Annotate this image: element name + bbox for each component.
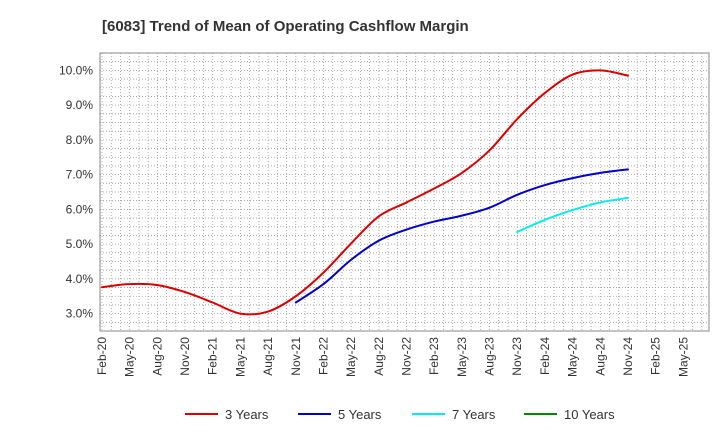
x-tick-label: Feb-21 <box>206 337 220 375</box>
chart-title: [6083] Trend of Mean of Operating Cashfl… <box>102 18 469 35</box>
x-tick-label: Nov-20 <box>178 337 192 376</box>
x-tick-label: Nov-24 <box>621 337 635 376</box>
y-tick-label: 8.0% <box>66 133 94 147</box>
x-tick-label: Feb-20 <box>95 337 109 375</box>
x-tick-label: Aug-22 <box>372 337 386 376</box>
y-tick-label: 6.0% <box>66 202 94 216</box>
y-tick-label: 9.0% <box>66 98 94 112</box>
plot-frame <box>99 52 710 332</box>
y-tick-label: 3.0% <box>66 307 94 321</box>
x-tick-label: Aug-20 <box>150 337 164 376</box>
x-tick-label: May-21 <box>233 337 247 377</box>
legend-label-3-years: 3 Years <box>225 407 269 422</box>
legend-label-7-years: 7 Years <box>452 407 496 422</box>
legend-label-10-years: 10 Years <box>564 407 615 422</box>
legend: 3 Years 5 Years 7 Years 10 Years <box>185 407 615 422</box>
series-line-3-years <box>101 69 629 316</box>
series-layer <box>101 69 629 316</box>
x-tick-label: May-22 <box>344 337 358 377</box>
y-axis-ticks: 3.0% 4.0% 5.0% 6.0% 7.0% 8.0% 9.0% 10.0% <box>59 63 93 320</box>
y-tick-label: 10.0% <box>59 63 93 77</box>
x-tick-label: Aug-21 <box>261 337 275 376</box>
y-tick-label: 4.0% <box>66 272 94 286</box>
series-line-5-years <box>294 168 629 304</box>
legend-label-5-years: 5 Years <box>338 407 382 422</box>
x-tick-label: Nov-22 <box>400 337 414 376</box>
x-tick-label: May-23 <box>455 337 469 377</box>
x-tick-label: Aug-24 <box>593 337 607 376</box>
series-line-7-years <box>516 196 629 233</box>
x-tick-label: Aug-23 <box>483 337 497 376</box>
grid-layer <box>100 52 709 332</box>
x-tick-label: Feb-25 <box>649 337 663 375</box>
x-tick-label: May-24 <box>566 337 580 377</box>
y-tick-label: 5.0% <box>66 237 94 251</box>
x-axis-ticks: Feb-20 May-20 Aug-20 Nov-20 Feb-21 May-21 Aug-… <box>95 337 690 377</box>
x-tick-label: Nov-21 <box>289 337 303 376</box>
x-tick-label: Feb-24 <box>538 337 552 375</box>
x-tick-label: May-25 <box>676 337 690 377</box>
x-tick-label: Nov-23 <box>510 337 524 376</box>
x-tick-label: May-20 <box>123 337 137 377</box>
y-tick-label: 7.0% <box>66 168 94 182</box>
x-tick-label: Feb-22 <box>316 337 330 375</box>
x-tick-label: Feb-23 <box>427 337 441 375</box>
